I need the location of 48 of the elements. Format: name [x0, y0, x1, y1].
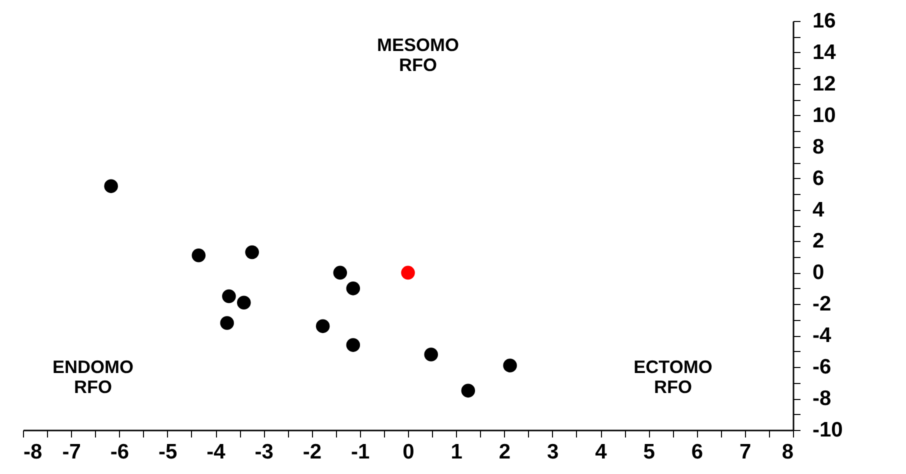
x-tick-label: -5 — [158, 440, 178, 464]
y-tick-label: -10 — [812, 418, 843, 442]
x-tick-label: 7 — [740, 440, 752, 464]
y-tick-label: -2 — [812, 292, 832, 316]
y-tick-label: 0 — [812, 261, 824, 284]
point — [222, 289, 236, 304]
x-tick-label: -3 — [254, 440, 274, 464]
annotation: ENDOMO RFO — [52, 357, 134, 397]
y-tick-label: 16 — [812, 10, 836, 32]
x-tick-label: 8 — [782, 440, 794, 464]
x-tick-label: 0 — [402, 440, 414, 464]
point — [237, 296, 251, 310]
point — [245, 245, 259, 260]
point — [346, 338, 360, 352]
y-tick-label: -6 — [812, 356, 832, 379]
y-tick-label: 2 — [812, 230, 824, 253]
x-tick-label: 2 — [498, 440, 511, 464]
y-tick-label: 4 — [812, 198, 824, 222]
x-tick-label: 3 — [547, 440, 559, 464]
y-tick-label: 8 — [812, 135, 824, 158]
x-tick-label: -4 — [206, 440, 226, 464]
x-tick-label: -6 — [110, 440, 130, 464]
point — [220, 316, 234, 330]
x-tick-label: 6 — [691, 440, 704, 464]
point — [401, 266, 415, 280]
x-tick-label: -1 — [351, 440, 370, 464]
point — [316, 319, 330, 334]
point — [346, 282, 360, 296]
point — [333, 266, 348, 280]
annotation: ECTOMO RFO — [634, 357, 712, 397]
x-tick-label: 5 — [643, 440, 656, 464]
y-tick-label: 6 — [812, 166, 824, 190]
annotation: MESOMO RFO — [376, 35, 460, 75]
y-tick-label: -8 — [812, 387, 832, 410]
x-tick-label: 4 — [595, 440, 608, 464]
point — [192, 248, 206, 262]
point — [461, 384, 476, 398]
y-tick-label: 12 — [812, 72, 836, 96]
y-tick-label: 10 — [812, 104, 836, 127]
x-tick-label: 1 — [450, 440, 463, 464]
y-tick-label: -4 — [812, 324, 832, 348]
x-tick-label: -8 — [24, 440, 42, 464]
y-tick-label: 14 — [812, 40, 836, 64]
x-tick-label: -7 — [62, 440, 81, 464]
point — [503, 358, 517, 372]
point — [424, 348, 438, 362]
point — [104, 179, 118, 194]
x-tick-label: -2 — [302, 440, 322, 464]
